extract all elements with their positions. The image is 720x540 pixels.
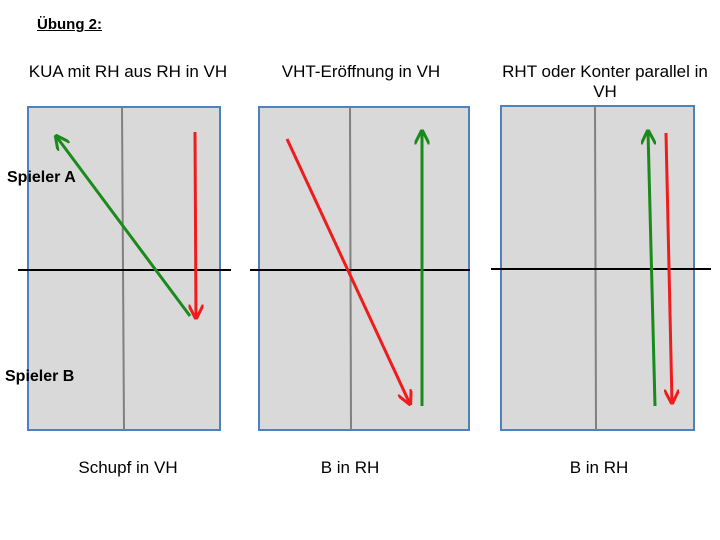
player-a-label: Spieler A [7, 169, 76, 186]
player-b-label: Spieler B [5, 368, 75, 385]
green-arrow [648, 131, 657, 407]
table-surface [258, 106, 470, 431]
red-arrow [195, 131, 196, 318]
panel-1-caption: Schupf in VH [78, 458, 178, 477]
panel-2-caption: B in RH [320, 458, 380, 477]
center-line [121, 106, 125, 431]
green-arrow [56, 136, 192, 317]
panel-3-title: RHT oder Konter parallel in VH [502, 62, 708, 101]
panel-2-title: VHT-Eröffnung in VH [281, 62, 441, 81]
panel-1-title: KUA mit RH aus RH in VH [28, 62, 228, 81]
panel-1-table [18, 106, 231, 431]
panel-2-table [250, 106, 470, 431]
exercise-heading: Übung 2: [37, 16, 102, 33]
panel-3-caption: B in RH [569, 458, 629, 477]
center-line [349, 106, 352, 431]
red-arrow [666, 132, 672, 403]
red-arrow [285, 138, 410, 404]
panel-3-table [491, 105, 711, 431]
